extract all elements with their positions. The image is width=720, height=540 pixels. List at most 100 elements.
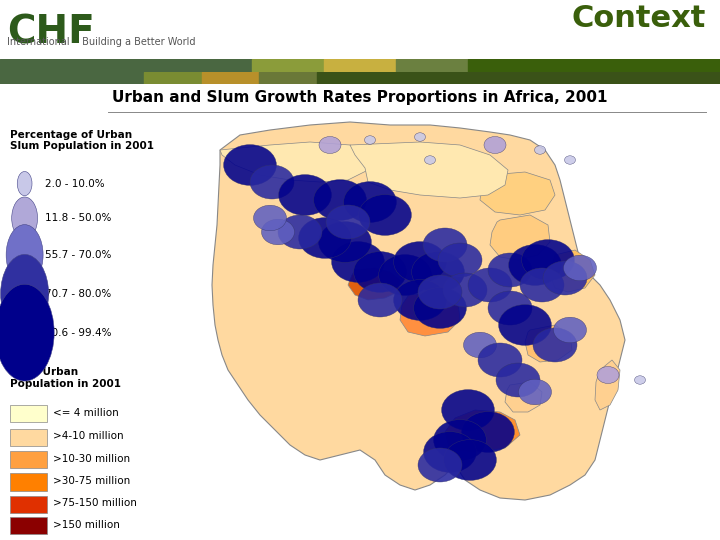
Ellipse shape	[299, 218, 351, 259]
Ellipse shape	[253, 205, 287, 231]
Ellipse shape	[438, 243, 482, 277]
Ellipse shape	[444, 440, 496, 481]
Ellipse shape	[543, 261, 587, 295]
Polygon shape	[348, 268, 400, 300]
Bar	[144, 72, 202, 84]
Text: Total Urban
Population in 2001: Total Urban Population in 2001	[10, 367, 121, 389]
Ellipse shape	[468, 268, 512, 302]
Polygon shape	[220, 142, 370, 182]
Ellipse shape	[520, 268, 564, 302]
Ellipse shape	[433, 420, 487, 461]
Ellipse shape	[488, 253, 532, 287]
Text: >30-75 million: >30-75 million	[53, 476, 130, 486]
Ellipse shape	[379, 254, 431, 295]
Polygon shape	[212, 122, 625, 500]
Bar	[317, 72, 720, 84]
Ellipse shape	[498, 305, 552, 346]
Ellipse shape	[359, 194, 411, 235]
Polygon shape	[480, 172, 555, 215]
Ellipse shape	[418, 275, 462, 309]
Ellipse shape	[521, 240, 575, 280]
Text: >4-10 million: >4-10 million	[53, 431, 124, 441]
Text: CHF: CHF	[7, 13, 95, 51]
Ellipse shape	[358, 283, 402, 317]
Bar	[10, 517, 48, 535]
Polygon shape	[445, 410, 520, 452]
Text: 11.8 - 50.0%: 11.8 - 50.0%	[45, 213, 112, 223]
Ellipse shape	[354, 252, 406, 292]
Text: Urban and Slum Growth Rates Proportions in Africa, 2001: Urban and Slum Growth Rates Proportions …	[112, 90, 608, 105]
Text: >10-30 million: >10-30 million	[53, 454, 130, 464]
Ellipse shape	[518, 379, 552, 405]
Text: >75-150 million: >75-150 million	[53, 498, 138, 508]
Ellipse shape	[597, 367, 619, 383]
Polygon shape	[525, 325, 572, 362]
Ellipse shape	[17, 172, 32, 195]
Ellipse shape	[319, 137, 341, 153]
Bar	[202, 72, 259, 84]
Polygon shape	[350, 142, 508, 198]
Ellipse shape	[415, 133, 426, 141]
Ellipse shape	[12, 197, 37, 239]
Text: International    Building a Better World: International Building a Better World	[7, 37, 196, 48]
Ellipse shape	[0, 284, 54, 381]
Ellipse shape	[443, 273, 487, 307]
Text: 2.0 - 10.0%: 2.0 - 10.0%	[45, 179, 105, 188]
Ellipse shape	[564, 255, 596, 281]
Ellipse shape	[412, 252, 464, 292]
Bar	[10, 496, 48, 513]
Polygon shape	[505, 382, 542, 412]
Text: 55.7 - 70.0%: 55.7 - 70.0%	[45, 250, 112, 260]
Ellipse shape	[6, 225, 43, 285]
Ellipse shape	[394, 280, 446, 320]
Ellipse shape	[478, 343, 522, 377]
Text: Context: Context	[571, 4, 706, 33]
Ellipse shape	[425, 156, 436, 164]
Ellipse shape	[564, 156, 575, 164]
Bar	[10, 451, 48, 468]
Polygon shape	[490, 215, 550, 260]
Bar	[10, 429, 48, 446]
Bar	[0, 72, 144, 84]
Bar	[396, 59, 468, 73]
Bar	[252, 59, 324, 73]
Bar	[259, 72, 317, 84]
Ellipse shape	[508, 245, 562, 286]
Bar	[10, 405, 48, 422]
Ellipse shape	[418, 448, 462, 482]
Ellipse shape	[224, 145, 276, 185]
Text: >150 million: >150 million	[53, 520, 120, 530]
Ellipse shape	[534, 146, 546, 154]
Polygon shape	[400, 292, 460, 336]
Ellipse shape	[488, 291, 532, 325]
Ellipse shape	[462, 411, 514, 453]
Ellipse shape	[394, 241, 446, 282]
Ellipse shape	[343, 181, 397, 222]
Ellipse shape	[634, 376, 646, 384]
Ellipse shape	[326, 205, 370, 239]
Ellipse shape	[278, 215, 322, 249]
Text: 70.7 - 80.0%: 70.7 - 80.0%	[45, 289, 112, 299]
Ellipse shape	[554, 317, 587, 343]
Ellipse shape	[319, 221, 372, 262]
Ellipse shape	[1, 254, 49, 333]
Ellipse shape	[423, 228, 467, 262]
Text: <= 4 million: <= 4 million	[53, 408, 119, 417]
Ellipse shape	[413, 288, 467, 328]
Text: Percentage of Urban
Slum Population in 2001: Percentage of Urban Slum Population in 2…	[10, 130, 154, 151]
Ellipse shape	[332, 241, 384, 282]
Ellipse shape	[484, 137, 506, 153]
Bar	[468, 59, 720, 73]
Bar	[10, 474, 48, 491]
Ellipse shape	[441, 389, 495, 430]
Bar	[324, 59, 396, 73]
Ellipse shape	[279, 174, 331, 215]
Ellipse shape	[364, 136, 376, 144]
Ellipse shape	[314, 180, 366, 220]
Ellipse shape	[261, 219, 294, 245]
Ellipse shape	[464, 332, 497, 357]
Bar	[0, 59, 252, 73]
Text: 80.6 - 99.4%: 80.6 - 99.4%	[45, 328, 112, 338]
Ellipse shape	[250, 165, 294, 199]
Polygon shape	[550, 250, 595, 292]
